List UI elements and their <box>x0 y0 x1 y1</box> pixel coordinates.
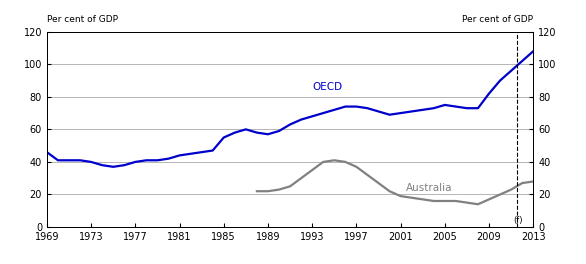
Text: OECD: OECD <box>312 82 342 92</box>
Text: Australia: Australia <box>406 183 452 193</box>
Text: (f): (f) <box>513 216 523 225</box>
Text: Per cent of GDP: Per cent of GDP <box>47 15 118 24</box>
Text: Per cent of GDP: Per cent of GDP <box>462 15 533 24</box>
